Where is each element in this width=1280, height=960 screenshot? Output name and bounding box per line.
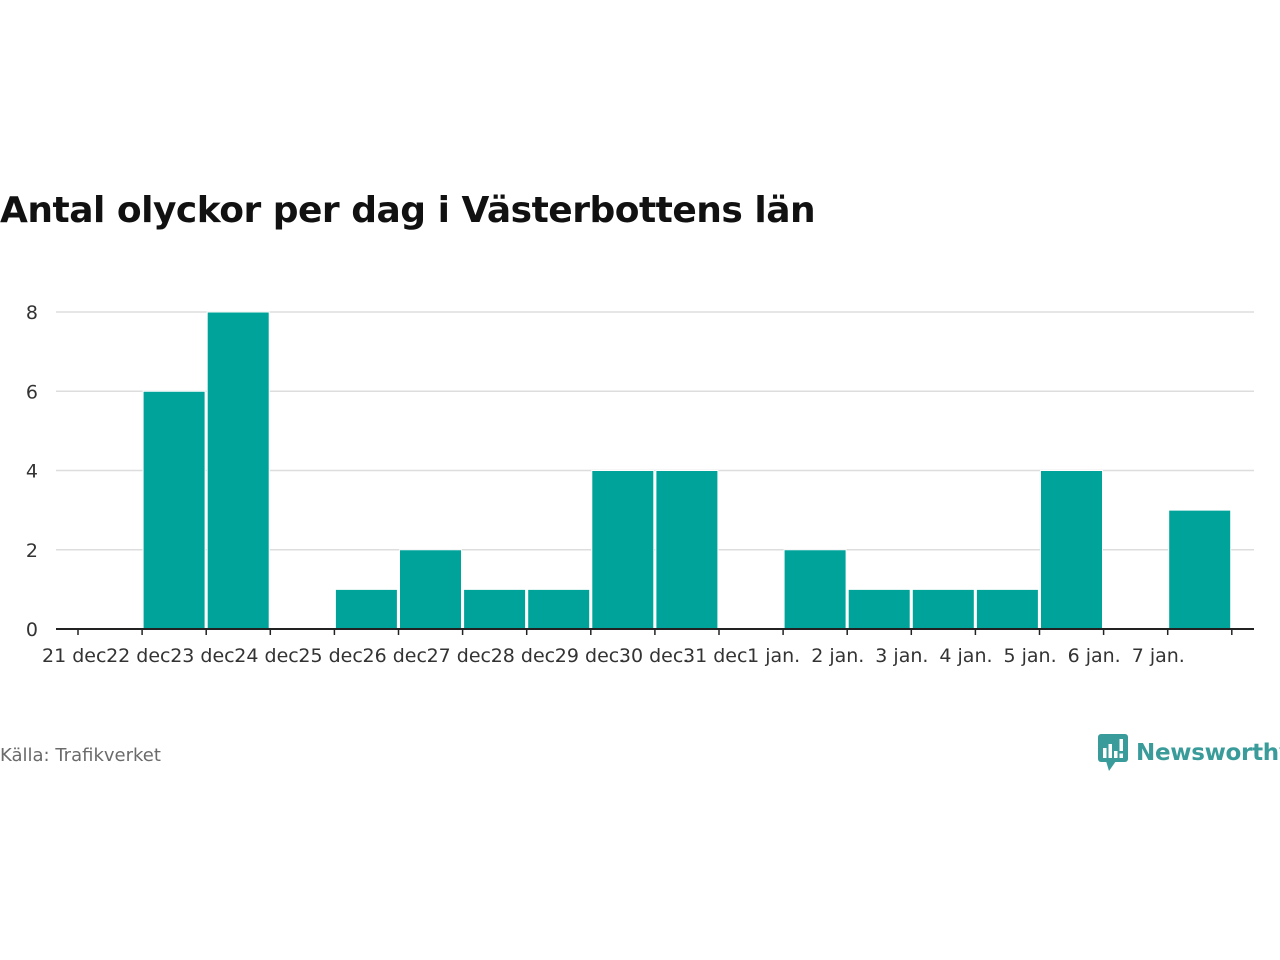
y-tick-label: 6: [26, 381, 38, 403]
bar-15: [975, 588, 1039, 630]
x-tick-label: 29 dec.: [555, 645, 625, 667]
x-tick-label: 7 jan.: [1132, 645, 1185, 667]
brand-name: Newsworthy: [1136, 740, 1280, 766]
bar-3: [206, 311, 270, 630]
chart-title: Antal olyckor per dag i Västerbottens lä…: [0, 190, 816, 231]
x-tick-label: 5 jan.: [1004, 645, 1057, 667]
y-tick-label: 8: [26, 302, 38, 324]
x-tick-label: 2 jan.: [811, 645, 864, 667]
bar-16: [1040, 470, 1103, 630]
x-tick-label: 30 dec.: [619, 645, 689, 667]
bar-2: [142, 390, 206, 630]
bar-6: [399, 549, 462, 630]
bar-12: [783, 549, 847, 630]
y-tick-label: 4: [26, 461, 38, 483]
x-tick-label: 1 jan.: [747, 645, 800, 667]
y-tick-label: 0: [26, 619, 38, 641]
bar-5: [334, 588, 398, 630]
y-tick-label: 2: [26, 540, 38, 562]
bar-14: [911, 588, 975, 630]
bar-18: [1168, 509, 1232, 630]
x-tick-label: 3 jan.: [875, 645, 928, 667]
x-tick-label: 22 dec.: [106, 645, 176, 667]
bar-13: [847, 588, 911, 630]
x-tick-label: 24 dec.: [234, 645, 304, 667]
brand-logo: Newsworthy: [1098, 733, 1280, 773]
bar-10: [655, 470, 719, 630]
x-tick-label: 31 dec.: [683, 645, 753, 667]
x-tick-label: 6 jan.: [1068, 645, 1121, 667]
x-tick-label: 27 dec.: [427, 645, 497, 667]
x-tick-label: 25 dec.: [298, 645, 368, 667]
x-tick-label: 26 dec.: [363, 645, 433, 667]
bar-9: [591, 470, 655, 630]
x-tick-label: 28 dec.: [491, 645, 561, 667]
newsworthy-logo-icon: [1098, 734, 1128, 771]
x-tick-label: 23 dec.: [170, 645, 240, 667]
source-note: Källa: Trafikverket: [0, 745, 161, 766]
bar-8: [527, 588, 591, 630]
x-tick-label: 4 jan.: [939, 645, 992, 667]
bar-7: [463, 588, 527, 630]
x-tick-label: 21 dec.: [42, 645, 112, 667]
